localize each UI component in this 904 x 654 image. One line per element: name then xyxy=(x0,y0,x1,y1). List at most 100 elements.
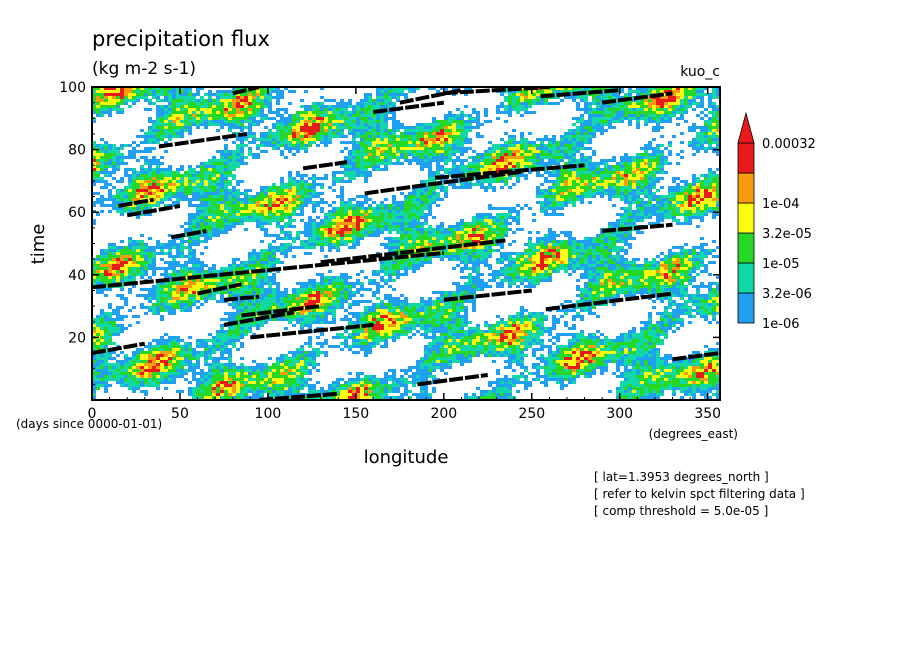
heatmap-cell xyxy=(668,144,672,147)
heatmap-cell xyxy=(472,117,476,120)
heatmap-cell xyxy=(120,144,124,147)
heatmap-cell xyxy=(440,156,444,159)
heatmap-cell xyxy=(224,159,228,162)
heatmap-cell xyxy=(620,216,624,219)
heatmap-cell xyxy=(596,183,600,186)
heatmap-cell xyxy=(420,210,424,213)
heatmap-cell xyxy=(636,99,640,102)
heatmap-cell xyxy=(548,171,552,174)
heatmap-cell xyxy=(632,99,636,102)
heatmap-cell xyxy=(456,108,460,111)
heatmap-cell xyxy=(456,147,460,150)
heatmap-cell xyxy=(540,156,544,159)
heatmap-cell xyxy=(184,231,188,234)
heatmap-cell xyxy=(400,156,404,159)
heatmap-cell xyxy=(412,87,416,90)
heatmap-cell xyxy=(656,87,660,90)
heatmap-cell xyxy=(404,210,408,213)
heatmap-cell xyxy=(200,201,204,204)
heatmap-cell xyxy=(628,90,632,93)
heatmap-cell xyxy=(676,123,680,126)
heatmap-cell xyxy=(644,195,648,198)
heatmap-cell xyxy=(676,192,680,195)
heatmap-cell xyxy=(340,210,344,213)
heatmap-cell xyxy=(548,144,552,147)
heatmap-cell xyxy=(528,99,532,102)
heatmap-cell xyxy=(184,96,188,99)
heatmap-cell xyxy=(288,138,292,141)
heatmap-cell xyxy=(436,129,440,132)
heatmap-cell xyxy=(212,156,216,159)
heatmap-cell xyxy=(388,135,392,138)
heatmap-cell xyxy=(196,105,200,108)
heatmap-cell xyxy=(444,186,448,189)
heatmap-cell xyxy=(508,228,512,231)
heatmap-cell xyxy=(360,117,364,120)
heatmap-cell xyxy=(648,198,652,201)
heatmap-cell xyxy=(160,111,164,114)
heatmap-cell xyxy=(376,129,380,132)
heatmap-cell xyxy=(260,210,264,213)
heatmap-cell xyxy=(588,135,592,138)
heatmap-cell xyxy=(104,162,108,165)
heatmap-cell xyxy=(152,192,156,195)
heatmap-cell xyxy=(440,120,444,123)
heatmap-cell xyxy=(604,87,608,90)
heatmap-cell xyxy=(488,120,492,123)
heatmap-cell xyxy=(656,147,660,150)
heatmap-cell xyxy=(596,165,600,168)
heatmap-cell xyxy=(648,114,652,117)
heatmap-cell xyxy=(616,168,620,171)
heatmap-cell xyxy=(640,174,644,177)
heatmap-cell xyxy=(632,228,636,231)
heatmap-cell xyxy=(392,213,396,216)
heatmap-cell xyxy=(632,177,636,180)
heatmap-cell xyxy=(276,234,280,237)
heatmap-cell xyxy=(396,210,400,213)
heatmap-cell xyxy=(628,219,632,222)
heatmap-cell xyxy=(164,129,168,132)
heatmap-cell xyxy=(496,144,500,147)
heatmap-cell xyxy=(456,159,460,162)
heatmap-cell xyxy=(400,234,404,237)
heatmap-cell xyxy=(672,87,676,90)
heatmap-cell xyxy=(416,159,420,162)
heatmap-cell xyxy=(220,123,224,126)
heatmap-cell xyxy=(500,144,504,147)
heatmap-cell xyxy=(260,213,264,216)
heatmap-cell xyxy=(424,192,428,195)
heatmap-cell xyxy=(700,201,704,204)
heatmap-cell xyxy=(152,93,156,96)
heatmap-cell xyxy=(348,114,352,117)
heatmap-cell xyxy=(180,90,184,93)
heatmap-cell xyxy=(212,99,216,102)
heatmap-cell xyxy=(424,186,428,189)
heatmap-cell xyxy=(648,183,652,186)
heatmap-cell xyxy=(212,222,216,225)
heatmap-cell xyxy=(404,228,408,231)
heatmap-cell xyxy=(400,210,404,213)
heatmap-cell xyxy=(216,177,220,180)
heatmap-cell xyxy=(672,111,676,114)
heatmap-cell xyxy=(312,219,316,222)
heatmap-cell xyxy=(152,156,156,159)
heatmap-cell xyxy=(172,93,176,96)
heatmap-cell xyxy=(108,189,112,192)
heatmap-cell xyxy=(600,192,604,195)
heatmap-cell xyxy=(532,153,536,156)
heatmap-cell xyxy=(696,225,700,228)
heatmap-cell xyxy=(704,120,708,123)
heatmap-cell xyxy=(480,228,484,231)
heatmap-cell xyxy=(584,189,588,192)
heatmap-cell xyxy=(308,120,312,123)
heatmap-cell xyxy=(384,99,388,102)
heatmap-cell xyxy=(196,213,200,216)
heatmap-cell xyxy=(212,189,216,192)
heatmap-cell xyxy=(336,123,340,126)
heatmap-cell xyxy=(712,141,716,144)
heatmap-cell xyxy=(160,186,164,189)
heatmap-cell xyxy=(284,201,288,204)
heatmap-cell xyxy=(228,111,232,114)
heatmap-cell xyxy=(300,138,304,141)
heatmap-cell xyxy=(156,123,160,126)
